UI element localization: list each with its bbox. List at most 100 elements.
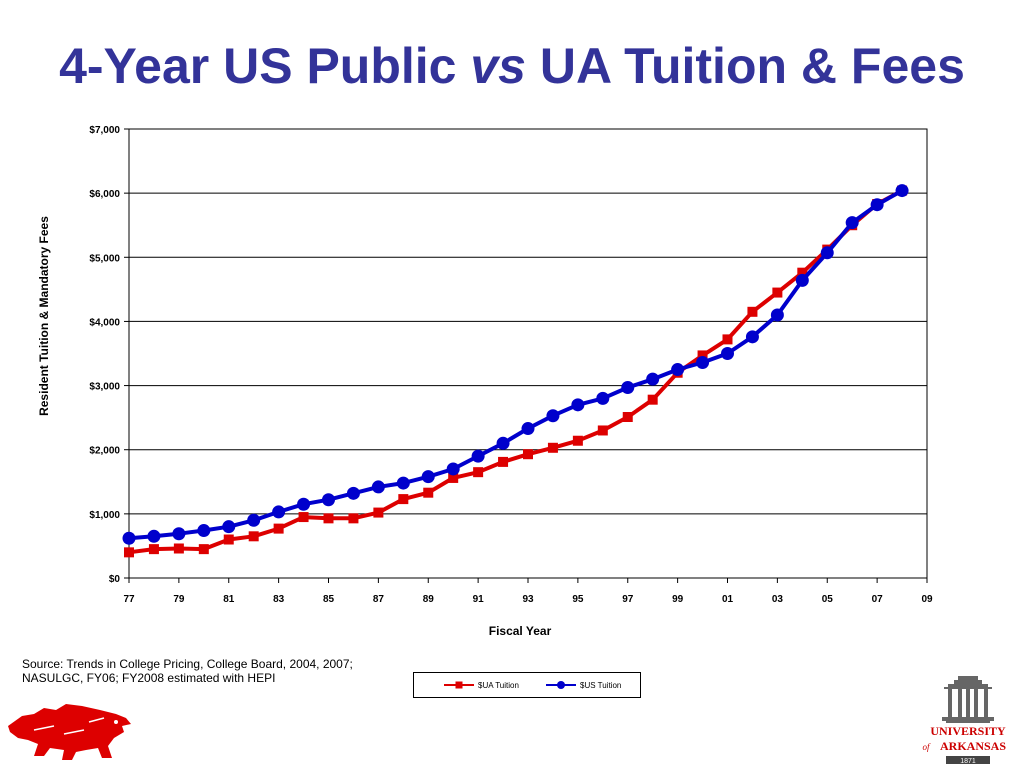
data-point-square: [398, 494, 409, 505]
plot-area-border: [128, 128, 928, 579]
series-line: [128, 188, 904, 541]
data-point-square: [198, 544, 209, 555]
data-point-circle: [521, 422, 535, 436]
x-tick-label: 01: [722, 594, 734, 605]
data-point-circle: [770, 308, 784, 322]
data-point-square: [248, 531, 259, 542]
x-tick-label: 09: [921, 594, 933, 605]
legend-marker-square-icon: [444, 681, 474, 689]
data-point-circle: [222, 520, 236, 534]
data-point-square: [647, 394, 658, 405]
data-point-square: [498, 456, 509, 467]
data-point-circle: [845, 216, 859, 230]
data-point-square: [572, 435, 583, 446]
title-part2: UA Tuition & Fees: [526, 38, 965, 94]
data-point-square: [423, 487, 434, 498]
data-point-square: [523, 449, 533, 460]
x-tick-label: 07: [872, 594, 884, 605]
y-tick-label: $2,000: [89, 446, 120, 457]
source-line-1: Source: Trends in College Pricing, Colle…: [22, 657, 353, 671]
data-point-circle: [721, 347, 734, 360]
data-point-circle: [546, 409, 560, 423]
data-point-square: [273, 523, 284, 534]
y-tick-label: $4,000: [89, 317, 120, 328]
data-point-square: [697, 350, 708, 361]
data-point-circle: [346, 486, 360, 500]
data-point-square: [747, 306, 758, 317]
data-point-circle: [895, 184, 909, 198]
x-tick-label: 97: [622, 594, 634, 605]
legend-label-us: $US Tuition: [580, 680, 622, 690]
x-tick-label: 85: [323, 594, 335, 605]
data-point-square: [373, 507, 384, 518]
x-tick-label: 87: [373, 594, 385, 605]
data-point-circle: [745, 330, 759, 344]
data-point-circle: [820, 246, 834, 260]
data-point-circle: [396, 476, 410, 490]
x-tick-label: 99: [672, 594, 684, 605]
data-point-circle: [122, 531, 136, 545]
data-point-square: [323, 513, 334, 524]
y-tick-label: $0: [109, 574, 121, 585]
source-line-2: NASULGC, FY06; FY2008 estimated with HEP…: [22, 671, 276, 685]
data-point-circle: [671, 363, 685, 377]
y-tick-label: $1,000: [89, 510, 120, 521]
data-point-circle: [621, 380, 635, 394]
x-tick-label: 83: [273, 594, 285, 605]
data-point-square: [448, 472, 459, 483]
data-point-square: [622, 412, 633, 423]
y-axis-label: Resident Tuition & Mandatory Fees: [37, 216, 51, 416]
data-point-circle: [421, 470, 435, 484]
logo-text-university: UNIVERSITY: [930, 724, 1006, 738]
x-tick-label: 79: [173, 594, 185, 605]
data-point-circle: [596, 391, 610, 405]
logo-text-arkansas: ARKANSAS: [940, 739, 1006, 753]
legend-item-ua: $UA Tuition: [444, 673, 519, 697]
grid-lines: [129, 192, 927, 515]
slide-title: 4-Year US Public vs UA Tuition & Fees: [0, 36, 1024, 96]
data-point-circle: [322, 493, 335, 507]
data-point-square: [173, 543, 184, 554]
tuition-line-chart: $0 $1,000 $2,000 $3,000 $4,000 $5,000 $6,000 $7…: [37, 125, 933, 638]
razorback-hog-logo-icon: [8, 704, 131, 760]
data-point-circle: [272, 505, 286, 519]
x-tick-label: 81: [223, 594, 235, 605]
title-part1: 4-Year US Public: [59, 38, 471, 94]
data-point-square: [473, 467, 484, 478]
data-point-circle: [371, 480, 385, 494]
data-point-circle: [496, 436, 510, 450]
y-tick-label: $3,000: [89, 382, 120, 393]
y-tick-label: $5,000: [89, 253, 120, 264]
title-italic: vs: [470, 38, 526, 94]
data-point-circle: [795, 273, 809, 287]
series-us-tuition: [122, 184, 909, 545]
data-point-circle: [446, 462, 460, 476]
x-tick-label: 91: [473, 594, 485, 605]
x-tick-label: 03: [772, 594, 784, 605]
data-point-circle: [696, 355, 710, 369]
data-point-square: [797, 267, 808, 278]
y-tick-label: $6,000: [89, 189, 120, 200]
data-point-square: [547, 442, 558, 453]
data-point-circle: [646, 372, 660, 386]
data-point-circle: [247, 513, 261, 527]
data-point-square: [348, 513, 359, 524]
source-note: Source: Trends in College Pricing, Colle…: [22, 657, 402, 685]
data-point-square: [772, 287, 783, 298]
logo-text-of: of: [922, 742, 931, 752]
legend-marker-circle-icon: [546, 681, 576, 689]
x-tick-label: 93: [522, 594, 534, 605]
x-tick-label: 05: [822, 594, 834, 605]
data-point-square: [223, 534, 234, 545]
data-point-circle: [147, 529, 161, 543]
data-point-circle: [197, 524, 211, 538]
data-point-square: [148, 544, 159, 555]
data-point-circle: [471, 449, 485, 463]
data-point-circle: [870, 198, 884, 212]
x-tick-label: 89: [423, 594, 435, 605]
data-point-square: [298, 512, 309, 523]
axis-ticks: $0 $1,000 $2,000 $3,000 $4,000 $5,000 $6,000 $7…: [89, 125, 933, 605]
x-axis-label: Fiscal Year: [489, 624, 552, 638]
series-layer: [122, 184, 909, 558]
data-point-square: [597, 425, 608, 436]
